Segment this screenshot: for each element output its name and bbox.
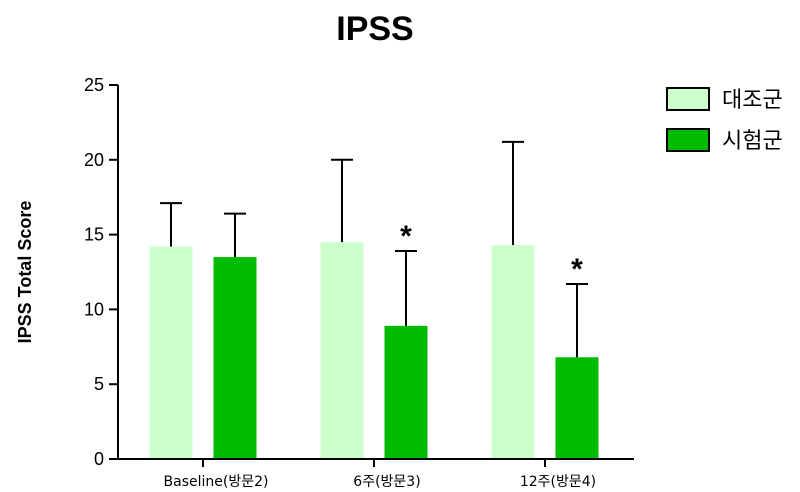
plot-area: * * 0 5 10 15 20 25 Baseline(방문2) 6주(방문3) 12주(방문4) (84, 75, 634, 490)
y-tick-label-20: 20 (84, 150, 104, 170)
legend-swatch-test (666, 128, 710, 152)
legend-label-test: 시험군 (722, 129, 783, 154)
x-tick-label-2: 12주(방문4) (520, 474, 596, 490)
significance-marker-1: * (571, 253, 583, 286)
y-tick-label-0: 0 (94, 449, 104, 469)
x-tick-label-0: Baseline(방문2) (164, 474, 269, 490)
bar-control-0 (149, 246, 193, 459)
y-tick-label-5: 5 (94, 374, 104, 394)
y-tick-label-15: 15 (84, 225, 104, 245)
x-tick-label-1: 6주(방문3) (353, 474, 420, 490)
bar-test-0 (213, 257, 257, 459)
significance-marker-0: * (400, 220, 412, 253)
y-tick-label-25: 25 (84, 75, 104, 95)
bar-test-1 (384, 325, 428, 459)
y-axis-label: IPSS Total Score (15, 201, 35, 344)
bar-control-2 (491, 245, 535, 459)
y-tick-label-10: 10 (84, 299, 104, 319)
chart-title: IPSS (336, 10, 413, 48)
legend-label-control: 대조군 (722, 88, 783, 113)
legend-swatch-control (666, 87, 710, 111)
bar-control-1 (320, 242, 364, 459)
bar-test-2 (555, 357, 599, 459)
